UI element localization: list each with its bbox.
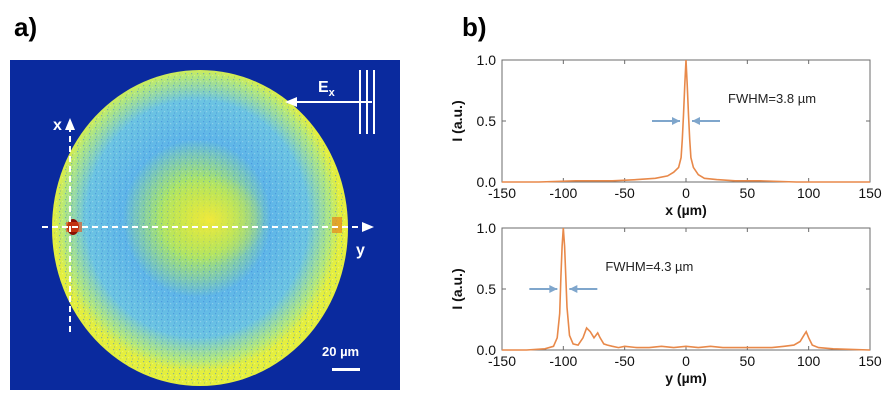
y-tick-label-x: 0.0 [477,174,497,190]
field-arrow-head [285,97,297,107]
x-tick-label-x: 50 [740,185,756,201]
profile-plot-y: -150 -100 -50 0 50 100 150 0.0 0.5 1.0 y (µm) I (a.… [449,220,882,386]
x-tick-label-y: 150 [858,353,882,369]
fwhm-arrowhead-right-x [692,117,700,125]
y-tick-label-y: 0.0 [477,342,497,358]
edge-glow-right [332,217,342,233]
y-tick-label-x: 0.5 [477,113,497,129]
fwhm-arrowhead-left-y [549,285,558,293]
x-axis-title-y: y (µm) [665,370,707,386]
y-tick-label-y: 0.5 [477,281,497,297]
scale-bar [332,368,360,371]
x-axis-title-x: x (µm) [665,202,707,218]
y-axis-label: y [356,242,365,259]
y-tick-label-x: 1.0 [477,52,497,68]
y-tick-label-y: 1.0 [477,220,497,236]
x-tick-label-y: -100 [549,353,577,369]
profile-line-x [502,59,870,183]
intensity-heatmap: x y Ex 20 µm [10,60,400,390]
field-label: Ex [318,79,336,99]
x-tick-label-x: 150 [858,185,882,201]
x-tick-label-x: -150 [488,185,516,201]
x-tick-label-y: 50 [740,353,756,369]
center-spot [155,175,265,265]
fwhm-arrowhead-right-y [569,285,578,293]
fwhm-arrowhead-left-x [672,117,680,125]
x-tick-label-y: -50 [615,353,635,369]
x-tick-label-x: -100 [549,185,577,201]
x-tick-label-x: -50 [615,185,635,201]
fwhm-annotation-x: FWHM=3.8 µm [728,91,816,106]
profile-line-y [502,227,871,351]
y-axis-title-x: I (a.u.) [449,100,465,141]
panel-label-b: b) [462,12,487,42]
y-axis-title-y: I (a.u.) [449,268,465,309]
panel-label-a: a) [14,12,38,42]
x-tick-label-y: 0 [682,353,690,369]
x-tick-label-x: 0 [682,185,690,201]
x-axis-arrowhead [65,118,75,130]
scale-bar-label: 20 µm [322,344,359,359]
x-tick-label-y: -150 [488,353,516,369]
x-axis-label: x [53,117,62,134]
fwhm-annotation-y: FWHM=4.3 µm [605,259,693,274]
profile-plot-x: -150 -100 -50 0 50 100 150 0.0 0.5 1.0 x (µm) I (a.… [449,52,882,218]
plot-frame-x [501,59,871,183]
x-tick-label-y: 100 [797,353,821,369]
x-tick-label-x: 100 [797,185,821,201]
y-axis-arrowhead [362,222,374,232]
